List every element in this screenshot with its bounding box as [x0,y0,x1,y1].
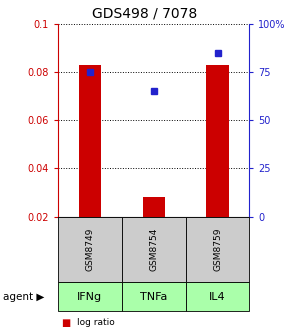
Bar [206,65,229,217]
Text: TNFa: TNFa [140,292,167,301]
Text: log ratio: log ratio [77,318,115,327]
Text: GSM8749: GSM8749 [85,228,95,271]
Bar [143,197,165,217]
Bar [79,65,101,217]
Text: ■: ■ [61,318,70,328]
Text: GDS498 / 7078: GDS498 / 7078 [93,7,197,21]
Text: GSM8759: GSM8759 [213,228,222,271]
Text: GSM8754: GSM8754 [149,228,158,271]
Text: IL4: IL4 [209,292,226,301]
Text: agent ▶: agent ▶ [3,292,44,301]
Text: IFNg: IFNg [77,292,102,301]
